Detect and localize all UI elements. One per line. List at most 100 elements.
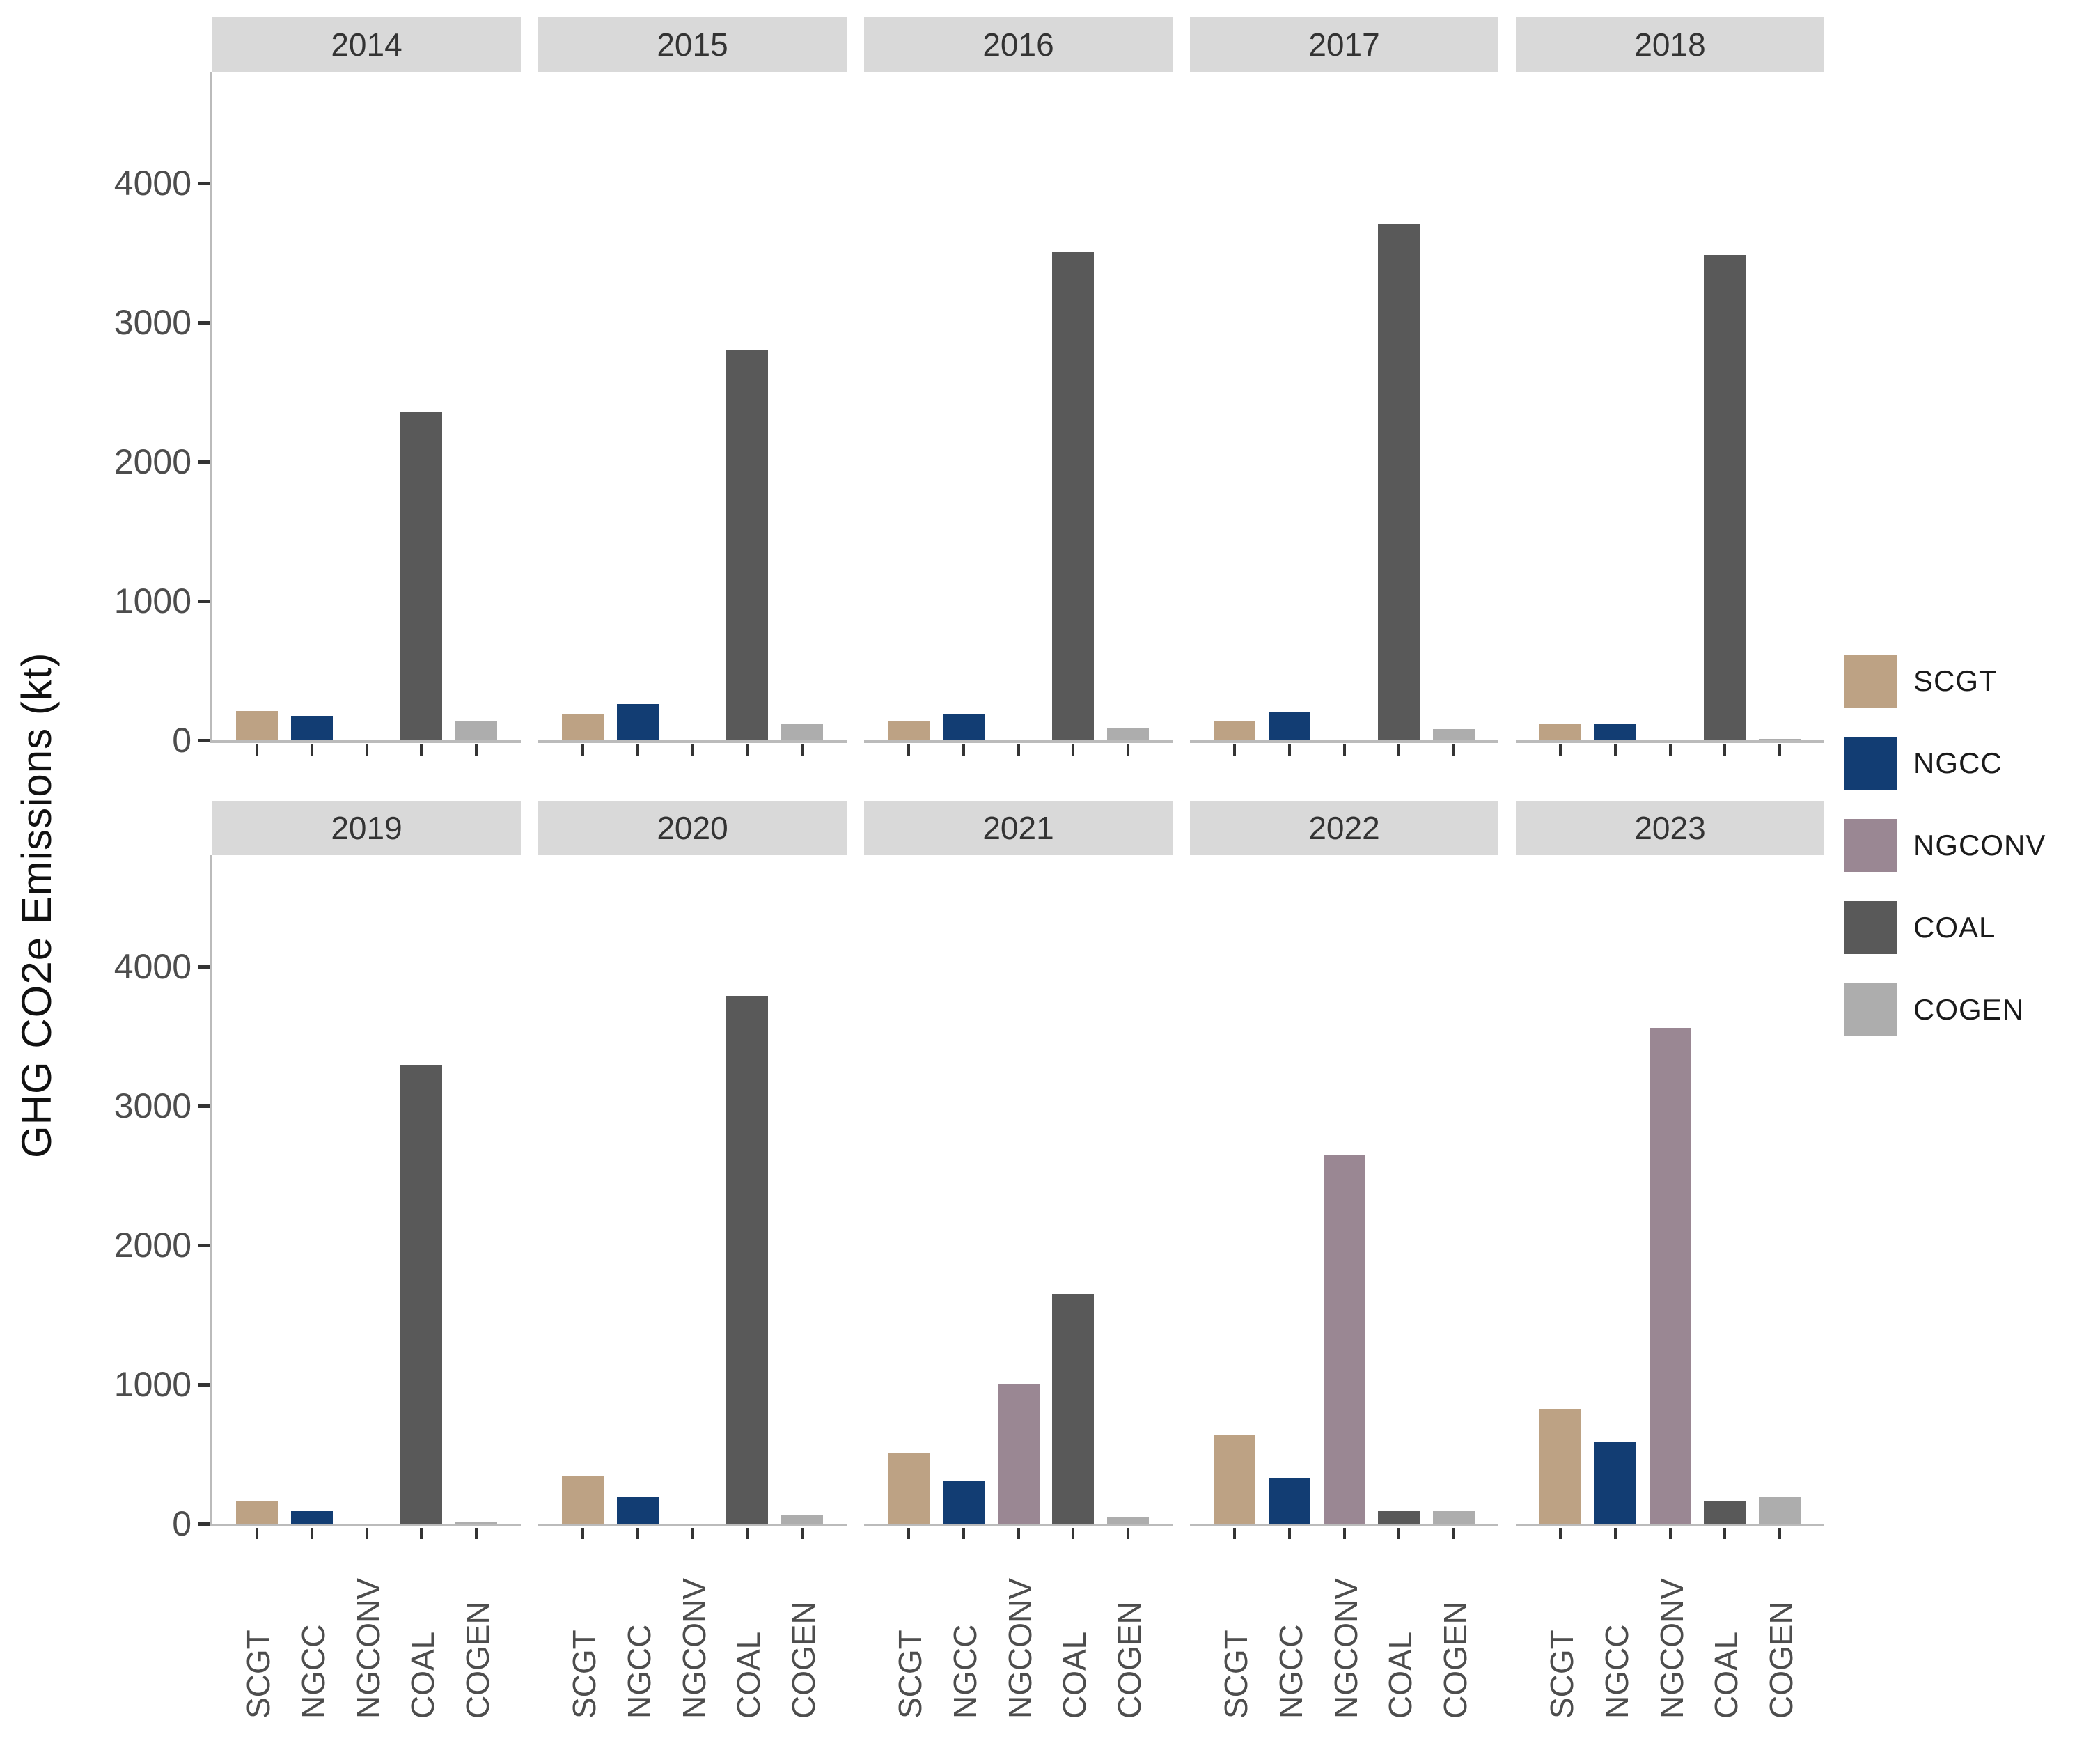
x-tick-mark (1397, 1528, 1401, 1539)
y-tick-label: 1000 (113, 1365, 191, 1404)
facet-panel (212, 855, 521, 1524)
facet-panel (864, 72, 1173, 740)
x-tick-mark (1559, 1528, 1562, 1539)
facet-strip: 2018 (1516, 17, 1824, 72)
facet-strip: 2023 (1516, 801, 1824, 855)
x-tick-label: COGEN (459, 1601, 496, 1719)
y-axis-line (210, 855, 212, 1526)
x-tick-mark (691, 1528, 694, 1539)
bar-cogen (1432, 729, 1475, 740)
y-axis-title: GHG CO2e Emissions (kt) (13, 652, 60, 1159)
bar-ngcc (1594, 724, 1636, 740)
bar-scgt (888, 1453, 930, 1524)
x-tick-mark (691, 744, 694, 756)
facet-strip: 2016 (864, 17, 1173, 72)
legend-label: NGCONV (1913, 829, 2046, 861)
bar-coal (400, 1065, 443, 1524)
facet-strip: 2022 (1190, 801, 1498, 855)
y-tick-label: 0 (172, 721, 191, 760)
legend-label: SCGT (1913, 664, 1998, 697)
bar-coal (400, 412, 443, 740)
x-tick-label: COGEN (785, 1601, 822, 1719)
y-tick-mark (198, 182, 210, 185)
x-tick-label: COAL (1056, 1631, 1093, 1719)
bar-ngcc (1268, 712, 1310, 740)
x-tick-mark (1778, 744, 1781, 756)
y-tick-label: 4000 (113, 947, 191, 986)
y-tick-mark (198, 965, 210, 969)
bar-coal (1704, 1501, 1746, 1524)
y-tick-label: 1000 (113, 581, 191, 620)
x-tick-mark (962, 1528, 965, 1539)
x-tick-mark (1072, 744, 1075, 756)
x-tick-label: COAL (730, 1631, 767, 1719)
legend-swatch-ngcc (1844, 737, 1897, 790)
bar-cogen (1432, 1511, 1475, 1524)
bar-cogen (1758, 1497, 1801, 1524)
x-tick-label: COGEN (1111, 1601, 1147, 1719)
bar-coal (1052, 1294, 1095, 1524)
bar-ngcc (942, 714, 985, 740)
x-tick-label: NGCC (1272, 1624, 1309, 1719)
bar-scgt (1214, 721, 1256, 740)
facet-panel (538, 855, 847, 1524)
bar-ngconv (997, 1384, 1040, 1524)
bar-ngconv (1649, 1028, 1691, 1524)
x-tick-mark (746, 1528, 749, 1539)
bar-scgt (562, 1476, 604, 1524)
facet-strip: 2019 (212, 801, 521, 855)
x-axis-baseline (1190, 740, 1498, 743)
y-tick-label: 4000 (113, 164, 191, 203)
x-tick-mark (1126, 744, 1129, 756)
x-tick-mark (420, 1528, 423, 1539)
x-axis-baseline (864, 740, 1173, 743)
x-tick-mark (1613, 744, 1617, 756)
bar-ngcc (942, 1481, 985, 1524)
x-tick-mark (365, 744, 368, 756)
x-tick-label: SCGT (892, 1630, 929, 1719)
x-tick-mark (1072, 1528, 1075, 1539)
x-axis-baseline (212, 740, 521, 743)
legend-label: COAL (1913, 911, 1996, 944)
y-tick-mark (198, 1383, 210, 1387)
x-tick-mark (256, 744, 259, 756)
x-tick-mark (907, 1528, 911, 1539)
x-tick-label: COGEN (1436, 1601, 1473, 1719)
bar-scgt (1539, 1409, 1582, 1524)
x-tick-mark (1452, 1528, 1455, 1539)
x-tick-mark (1287, 744, 1291, 756)
x-tick-mark (1342, 744, 1346, 756)
bar-scgt (888, 721, 930, 740)
bar-cogen (1106, 1517, 1149, 1524)
x-tick-mark (800, 744, 804, 756)
y-tick-label: 3000 (113, 1086, 191, 1125)
y-tick-label: 2000 (113, 1226, 191, 1265)
y-tick-mark (198, 739, 210, 742)
bar-coal (726, 996, 769, 1524)
x-tick-mark (1613, 1528, 1617, 1539)
facet-panel (212, 72, 521, 740)
y-tick-mark (198, 321, 210, 325)
x-tick-mark (310, 744, 313, 756)
x-tick-mark (1668, 744, 1672, 756)
x-tick-mark (1233, 744, 1237, 756)
x-tick-mark (1287, 1528, 1291, 1539)
x-tick-mark (636, 1528, 639, 1539)
bar-cogen (781, 1515, 823, 1524)
bar-coal (726, 350, 769, 740)
facet-panel (538, 72, 847, 740)
x-tick-label: SCGT (240, 1630, 277, 1719)
legend-swatch-coal (1844, 901, 1897, 954)
y-tick-mark (198, 1522, 210, 1526)
x-tick-mark (1397, 744, 1401, 756)
bar-ngcc (1594, 1442, 1636, 1524)
x-tick-label: NGCONV (675, 1578, 712, 1719)
facet-strip: 2017 (1190, 17, 1498, 72)
bar-cogen (1758, 739, 1801, 740)
legend-swatch-scgt (1844, 655, 1897, 708)
facet-strip: 2014 (212, 17, 521, 72)
legend-swatch-cogen (1844, 983, 1897, 1036)
facet-panel (1516, 72, 1824, 740)
x-tick-mark (636, 744, 639, 756)
